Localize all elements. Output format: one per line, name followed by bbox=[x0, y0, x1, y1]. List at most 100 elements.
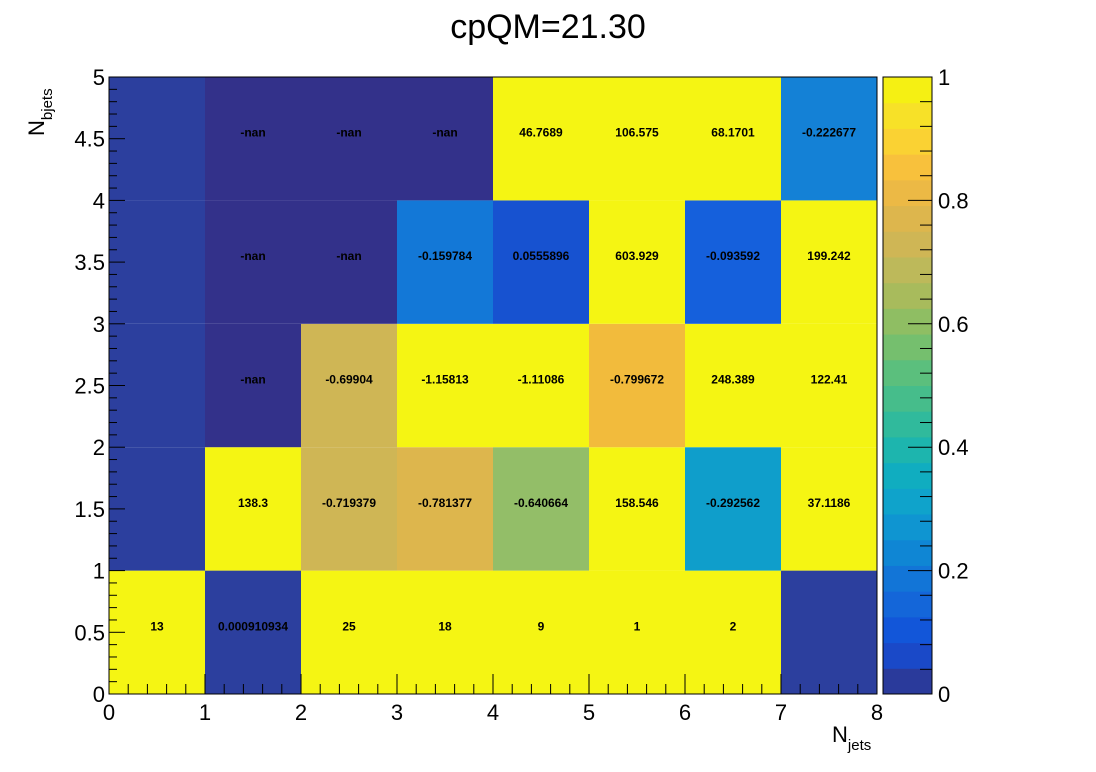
cell-label: 0.0555896 bbox=[513, 249, 570, 263]
colorbar-swatch bbox=[883, 385, 932, 412]
heatmap-cell bbox=[493, 447, 589, 571]
colorbar-swatch bbox=[883, 179, 932, 207]
y-tick-label: 2 bbox=[93, 435, 105, 460]
cell-label: 248.389 bbox=[711, 373, 755, 387]
y-tick-label: 5 bbox=[93, 65, 105, 90]
cell-label: 46.7689 bbox=[519, 126, 563, 140]
heatmap-cell bbox=[685, 200, 781, 324]
heatmap-cell bbox=[397, 447, 493, 571]
cell-label: -0.69904 bbox=[325, 373, 373, 387]
cell-label: 37.1186 bbox=[808, 496, 851, 510]
cell-label: 106.575 bbox=[615, 126, 659, 140]
cell-label: -0.292562 bbox=[706, 496, 760, 510]
heatmap-cell bbox=[493, 77, 589, 201]
colorbar-tick-label: 1 bbox=[938, 65, 950, 90]
y-tick-label: 0 bbox=[93, 682, 105, 707]
cell-label: -nan bbox=[336, 126, 361, 140]
colorbar-frame bbox=[882, 76, 933, 695]
x-axis: 0 1 2 3 4 5 6 7 8 bbox=[103, 674, 883, 725]
y-tick-label: 2.5 bbox=[74, 374, 105, 399]
heatmap-cell bbox=[589, 570, 685, 694]
heatmap-cell bbox=[397, 77, 493, 201]
heatmap-cell bbox=[589, 77, 685, 201]
cell-label: -0.222677 bbox=[802, 126, 856, 140]
colorbar-swatch bbox=[883, 256, 932, 284]
x-tick-label: 2 bbox=[295, 700, 307, 725]
heatmap-cell bbox=[301, 200, 397, 324]
heatmap-cell bbox=[301, 570, 397, 694]
y-axis: 0 0.5 1 1.5 2 2.5 3 3.5 4 4.5 5 bbox=[74, 65, 125, 707]
cell-label: 138.3 bbox=[238, 496, 268, 510]
heatmap-cell bbox=[589, 200, 685, 324]
colorbar-swatch bbox=[883, 436, 932, 464]
cell-label: -0.093592 bbox=[706, 249, 760, 263]
heatmap-cell bbox=[589, 447, 685, 571]
cell-label: -nan bbox=[240, 373, 265, 387]
cell-label: 199.242 bbox=[807, 249, 851, 263]
cell-label: 158.546 bbox=[615, 496, 659, 510]
colorbar-swatch bbox=[883, 282, 932, 309]
heatmap-cell bbox=[205, 570, 301, 694]
colorbar-swatch bbox=[883, 462, 932, 489]
colorbar-swatch bbox=[883, 128, 932, 155]
colorbar-swatch bbox=[883, 154, 932, 181]
cell-label: -0.159784 bbox=[418, 249, 472, 263]
colorbar-swatch bbox=[883, 514, 932, 541]
y-tick-label: 3 bbox=[93, 312, 105, 337]
heatmap-cell bbox=[685, 447, 781, 571]
cell-label: -nan bbox=[336, 249, 361, 263]
y-tick-label: 1.5 bbox=[74, 497, 105, 522]
chart-title: cpQM=21.30 bbox=[450, 8, 646, 46]
x-tick-label: 7 bbox=[775, 700, 787, 725]
heatmap-cell bbox=[301, 323, 397, 448]
colorbar-swatch bbox=[883, 539, 932, 566]
heatmap-cell bbox=[685, 323, 781, 448]
y-tick-label: 0.5 bbox=[74, 620, 105, 645]
heatmap-cell bbox=[781, 447, 877, 571]
heatmap-cell bbox=[397, 200, 493, 324]
colorbar-swatch bbox=[883, 334, 932, 361]
cell-label: 1 bbox=[634, 619, 641, 633]
heatmap-cell bbox=[493, 323, 589, 448]
cell-label: 603.929 bbox=[615, 249, 659, 263]
colorbar-tick-label: 0.2 bbox=[938, 559, 969, 584]
cell-labels: 13 0.000910934 25 18 9 1 2 138.3 -0.719379 -0.781… bbox=[150, 126, 856, 634]
colorbar-swatch bbox=[883, 411, 932, 438]
heatmap-cell bbox=[781, 200, 877, 324]
colorbar-swatch bbox=[883, 565, 932, 592]
cell-label: 0.000910934 bbox=[218, 619, 288, 633]
cell-label: 9 bbox=[538, 619, 545, 633]
x-tick-label: 8 bbox=[871, 700, 883, 725]
cell-label: -nan bbox=[240, 126, 265, 140]
x-tick-label: 6 bbox=[679, 700, 691, 725]
heatmap-cell bbox=[589, 323, 685, 448]
heatmap-cells bbox=[109, 77, 877, 694]
x-axis-title: Njets bbox=[832, 722, 871, 754]
cell-label: -0.640664 bbox=[514, 496, 568, 510]
cell-label: 68.1701 bbox=[711, 126, 755, 140]
cell-label: 25 bbox=[342, 619, 356, 633]
colorbar-swatch bbox=[883, 77, 932, 104]
heatmap-cell bbox=[685, 570, 781, 694]
colorbar-swatch bbox=[883, 102, 932, 129]
heatmap-cell bbox=[493, 570, 589, 694]
colorbar-swatch bbox=[883, 668, 932, 695]
cell-label: 18 bbox=[438, 619, 452, 633]
colorbar-tick-label: 0 bbox=[938, 682, 950, 707]
colorbar-tick-label: 0.8 bbox=[938, 188, 969, 213]
cell-label: -0.799672 bbox=[610, 373, 664, 387]
heatmap-cell bbox=[397, 570, 493, 694]
heatmap-cell bbox=[205, 447, 301, 571]
heatmap-cell bbox=[301, 447, 397, 571]
cell-label: -0.781377 bbox=[418, 496, 472, 510]
heatmap-cell bbox=[781, 570, 877, 694]
heatmap-cell bbox=[493, 200, 589, 324]
y-tick-label: 1 bbox=[93, 559, 105, 584]
heatmap-cell bbox=[205, 77, 301, 201]
colorbar-swatch bbox=[883, 231, 932, 258]
y-tick-label: 4 bbox=[93, 188, 105, 213]
y-tick-label: 3.5 bbox=[74, 250, 105, 275]
cell-label: -0.719379 bbox=[322, 496, 376, 510]
colorbar-swatch bbox=[883, 488, 932, 515]
